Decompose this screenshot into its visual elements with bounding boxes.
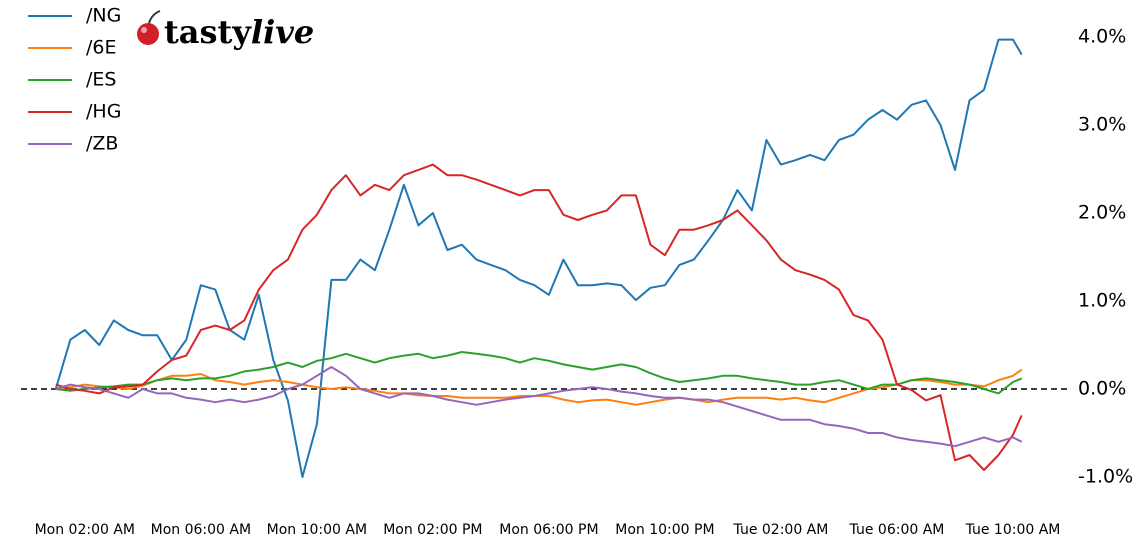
x-tick-label: Mon 02:00 AM [35,522,135,538]
y-tick-label: 4.0% [1078,26,1126,48]
x-tick-label: Tue 02:00 AM [733,522,829,538]
y-tick-label: 1.0% [1078,290,1126,312]
series-line [55,366,1023,448]
x-tick-label: Mon 10:00 AM [267,522,367,538]
x-tick-label: Mon 06:00 AM [151,522,251,538]
series-line [54,38,1023,478]
series-line [55,368,1023,406]
cherry-shine [141,27,147,33]
legend-label: /6E [86,37,117,59]
logo-suffix: live [251,13,314,51]
logo: tastylive [137,10,314,51]
cherry-stem [148,10,161,24]
y-tick-label: 3.0% [1078,114,1126,136]
logo-brand: tasty [164,13,252,51]
y-tick-label: -1.0% [1078,466,1133,488]
y-tick-label: 0.0% [1078,378,1126,400]
x-tick-label: Tue 10:00 AM [965,522,1061,538]
logo-text: tastylive [164,13,314,51]
legend-label: /ES [86,69,116,91]
x-tick-label: Mon 06:00 PM [499,522,598,538]
series-line [55,351,1023,395]
series-line [55,163,1023,471]
x-tick-label: Mon 10:00 PM [615,522,714,538]
legend-label: /NG [86,5,121,27]
legend-label: /ZB [86,133,118,155]
x-tick-label: Mon 02:00 PM [383,522,482,538]
y-tick-label: 2.0% [1078,202,1126,224]
legend-label: /HG [86,101,121,123]
cherry [137,23,159,45]
x-tick-label: Tue 06:00 AM [849,522,945,538]
